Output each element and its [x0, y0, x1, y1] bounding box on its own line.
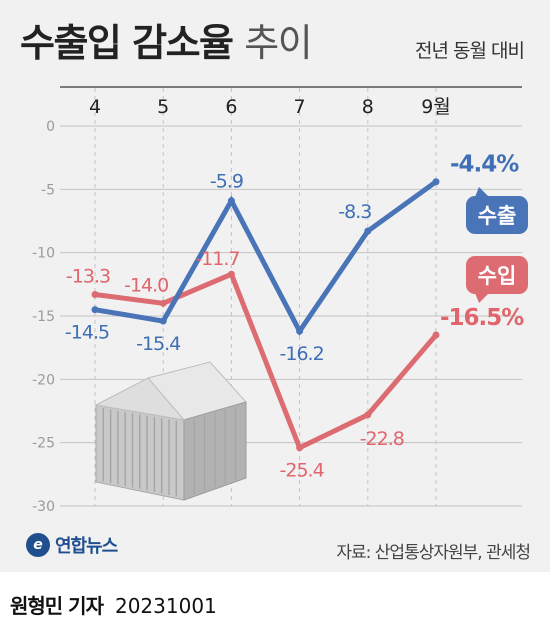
legend-export-text: 수출: [478, 204, 517, 228]
legend-import-text: 수입: [478, 264, 517, 288]
title-suffix: 추이: [244, 21, 312, 65]
logo-text: 연합뉴스: [55, 536, 118, 557]
legend-import-box: [466, 256, 528, 294]
data-label: -14.5: [65, 322, 109, 344]
logo-mark-icon: e: [26, 533, 50, 557]
byline: 원형민 기자 20231001: [10, 590, 217, 619]
data-point: [227, 270, 235, 278]
data-label: -13.3: [66, 265, 110, 287]
data-label: -14.0: [124, 274, 168, 296]
x-tick-label: 9월: [421, 96, 451, 118]
data-point: [159, 299, 167, 307]
source-note: 자료: 산업통상자원부, 관세청: [336, 543, 531, 563]
grid-layer: 0 -5 -10 -15 -20 -25 -30 4 5 6 7 8 9월: [32, 88, 522, 515]
data-point: [159, 317, 167, 325]
legend-export-pointer: [475, 187, 489, 197]
series-line-import: [92, 270, 439, 452]
data-label: -4.4%: [450, 152, 519, 178]
shipping-container-illustration: [94, 361, 247, 501]
y-tick-label: 0: [46, 119, 55, 135]
legend-import: 수입: [466, 256, 528, 303]
series-layer: [91, 178, 440, 452]
data-label: -15.4: [136, 333, 181, 355]
series-line-export: [92, 179, 439, 337]
reporter-name: 원형민 기자: [10, 594, 104, 618]
x-tick-label: 6: [225, 96, 237, 118]
y-tick-label: -25: [32, 436, 55, 452]
publish-date: 20231001: [114, 594, 217, 618]
y-tick-label: -15: [32, 309, 55, 325]
data-point: [432, 178, 440, 186]
legend-import-pointer: [475, 293, 489, 303]
data-point: [91, 306, 99, 314]
y-tick-label: -5: [41, 182, 55, 198]
data-label: -16.2: [280, 343, 324, 365]
x-tick-label: 4: [89, 96, 101, 118]
data-point: [91, 290, 99, 298]
data-point: [227, 197, 235, 205]
y-tick-label: -30: [32, 499, 55, 515]
data-label: -22.8: [360, 428, 404, 450]
x-tick-label: 8: [362, 96, 374, 118]
data-point: [364, 411, 372, 419]
x-tick-label: 5: [157, 96, 169, 118]
legend-export-box: [466, 196, 528, 234]
data-point: [364, 227, 372, 235]
chart-title: 수출입 감소율 추이: [20, 20, 313, 66]
y-tick-label: -20: [32, 372, 55, 388]
data-point: [432, 331, 440, 339]
x-tick-label: 7: [294, 96, 306, 118]
title-main: 수출입 감소율: [20, 21, 234, 65]
data-label: -25.4: [280, 460, 325, 482]
yonhap-logo: e 연합뉴스: [26, 532, 118, 558]
data-label: -11.7: [195, 248, 239, 270]
y-tick-label: -10: [32, 246, 55, 262]
legend-export: 수출: [466, 187, 528, 234]
label-layer: -14.5 -15.4 -5.9 -16.2 -8.3 -4.4% -13.3 -14.0 -1…: [65, 152, 528, 482]
data-label: -16.5%: [440, 305, 524, 331]
data-point: [296, 444, 304, 452]
data-point: [296, 327, 304, 335]
header-rule: [60, 86, 522, 88]
data-label: -8.3: [338, 201, 371, 223]
data-label: -5.9: [210, 171, 243, 193]
chart-subtitle: 전년 동월 대비: [415, 40, 525, 62]
line-chart: 0 -5 -10 -15 -20 -25 -30 4 5 6 7 8 9월 -14.5 -15.4 -5.9…: [32, 88, 528, 515]
